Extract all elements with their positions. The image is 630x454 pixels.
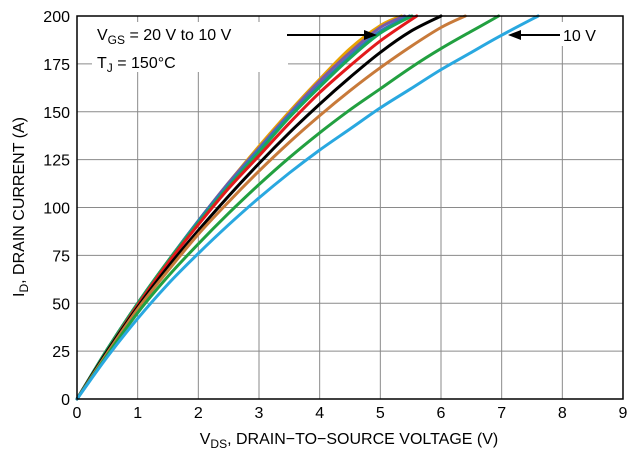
annotation-background [92,22,288,72]
annotation-10v-background [560,22,610,46]
y-tick-label: 100 [43,201,70,218]
y-axis-label: ID, DRAIN CURRENT (A) [11,117,31,297]
vgs-annotation: VGS = 20 V to 10 V [97,27,232,47]
x-tick-label: 9 [619,405,628,422]
series-lines [75,14,540,401]
y-tick-label: 125 [43,153,70,170]
y-tick-label: 200 [43,9,70,26]
y-tick-label: 25 [52,344,70,361]
series-line-8 [75,14,501,401]
x-tick-label: 3 [255,405,264,422]
series-line-7 [75,14,467,401]
v10-annotation: 10 V [563,28,596,45]
y-tick-label: 75 [52,248,70,265]
y-tick-label: 150 [43,105,70,122]
x-tick-label: 8 [558,405,567,422]
series-line-9 [75,14,540,401]
y-tick-label: 0 [61,392,70,409]
y-tick-label: 175 [43,57,70,74]
y-tick-labels: 0 25 50 75 100 125 150 175 200 [43,9,70,409]
x-tick-label: 7 [497,405,506,422]
x-tick-labels: 0 1 2 3 4 5 6 7 8 9 [73,405,628,422]
x-tick-label: 5 [376,405,385,422]
y-tick-label: 50 [52,296,70,313]
x-axis-label: VDS, DRAIN−TO−SOURCE VOLTAGE (V) [200,431,499,451]
tj-annotation: TJ = 150°C [97,55,176,75]
v10-arrow-head [508,30,521,40]
x-tick-label: 1 [133,405,142,422]
x-tick-label: 0 [73,405,82,422]
x-tick-label: 4 [315,405,324,422]
x-tick-label: 6 [437,405,446,422]
grid [77,16,623,399]
plot-frame [76,15,624,400]
vgs-arrow-head [364,30,377,40]
x-tick-label: 2 [194,405,203,422]
